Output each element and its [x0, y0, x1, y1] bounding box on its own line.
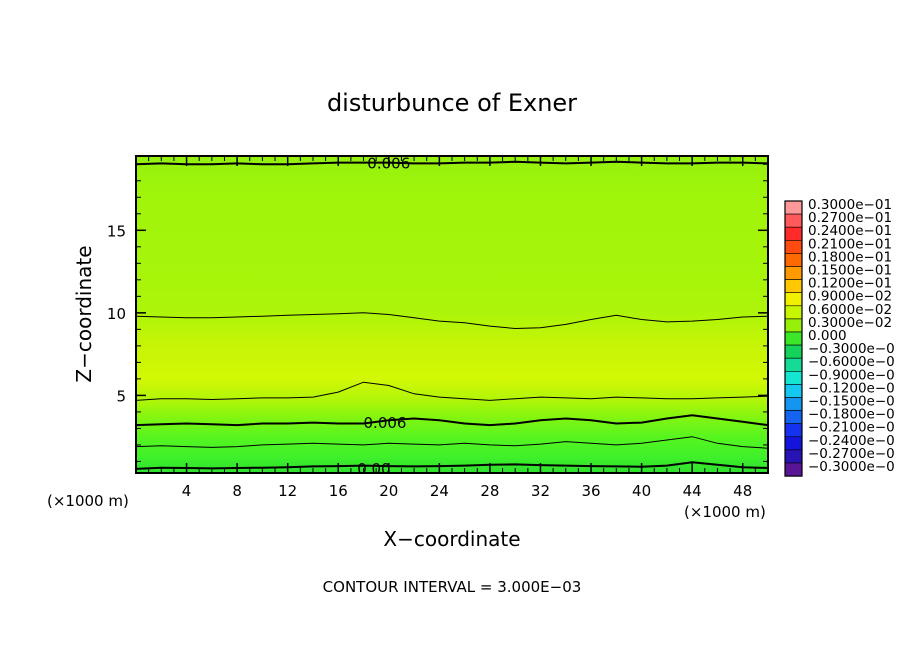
colorbar-swatch [784, 305, 803, 320]
contour-interval-note: CONTOUR INTERVAL = 3.000E−03 [323, 578, 582, 596]
y-tick-label: 15 [107, 222, 126, 240]
colorbar-swatch [784, 292, 803, 307]
x-axis-ticks: 4 8 12 16 20 24 28 32 36 40 44 48 [148, 156, 756, 500]
colorbar-label: 0.1500e−01 [808, 263, 892, 279]
colorbar-swatch [784, 370, 803, 385]
colorbar-swatch [784, 449, 803, 464]
colorbar-swatch [784, 331, 803, 346]
x-tick-label: 40 [632, 482, 651, 500]
colorbar-swatch [784, 213, 803, 228]
contour-line [136, 436, 768, 449]
colorbar-label: 0.1800e−01 [808, 249, 892, 265]
x-tick-label: 28 [480, 482, 499, 500]
contour-line [136, 414, 768, 427]
colorbar-label: −0.1800e−0 [808, 407, 895, 423]
colorbar-label: −0.3000e−0 [808, 341, 895, 357]
colorbar-swatch [784, 226, 803, 241]
colorbar-label: −0.1500e−0 [808, 394, 895, 410]
y-tick-label: 10 [107, 305, 126, 323]
contour-line [136, 160, 768, 166]
colorbar-swatch [784, 318, 803, 333]
x-unit-right: (×1000 m) [684, 503, 766, 521]
colorbar-label: −0.2700e−0 [808, 446, 895, 462]
colorbar-frame [784, 200, 803, 477]
x-tick-label: 12 [278, 482, 297, 500]
y-axis-label: Z−coordinate [72, 245, 96, 382]
colorbar-label: 0.000 [808, 328, 847, 344]
colorbar-swatch [784, 410, 803, 425]
colorbar-swatch [784, 253, 803, 267]
contour-line [136, 312, 768, 330]
colorbar-label: −0.2400e−0 [808, 433, 895, 449]
colorbar-swatch [784, 397, 803, 411]
x-tick-label: 4 [182, 482, 192, 500]
colorbar-swatch [784, 436, 803, 451]
colorbar-label: 0.2700e−01 [808, 210, 892, 226]
contour-line [136, 461, 768, 470]
colorbar-swatch [784, 279, 803, 294]
colorbar-swatch [784, 344, 803, 359]
colorbar-label: 0.3000e−02 [808, 315, 892, 331]
contour-line [136, 381, 768, 401]
x-tick-label: 16 [329, 482, 348, 500]
colorbar-label: −0.2100e−0 [808, 420, 895, 436]
x-tick-label: 44 [683, 482, 702, 500]
colorbar-swatch [784, 200, 803, 215]
colorbar-swatch [784, 462, 803, 477]
x-tick-label: 8 [232, 482, 242, 500]
contour-lines [136, 160, 768, 470]
x-tick-label: 32 [531, 482, 550, 500]
colorbar-label: 0.1200e−01 [808, 276, 892, 292]
colorbar-label: 0.9000e−02 [808, 289, 892, 305]
colorbar-swatch [784, 266, 803, 280]
colorbar-label: −0.3000e−0 [808, 459, 895, 475]
x-axis-label: X−coordinate [383, 527, 520, 551]
colorbar-swatch [784, 357, 803, 372]
contour-label: 0.00 [357, 460, 390, 478]
colorbar-swatch [784, 240, 803, 254]
colorbar-label: −0.6000e−0 [808, 354, 895, 370]
colorbar-label: 0.6000e−02 [808, 302, 892, 318]
colorbar-label: 0.2400e−01 [808, 223, 892, 239]
colorbar: 0.3000e−010.2700e−010.2400e−010.2100e−01… [784, 197, 895, 477]
contour-label: 0.006 [364, 414, 407, 432]
x-tick-label: 48 [733, 482, 752, 500]
x-tick-label: 20 [379, 482, 398, 500]
colorbar-swatch [784, 384, 803, 398]
colorbar-label: 0.3000e−01 [808, 197, 892, 213]
chart-title: disturbunce of Exner [327, 89, 577, 117]
colorbar-label: −0.9000e−0 [808, 367, 895, 383]
x-unit-left: (×1000 m) [47, 492, 129, 510]
colorbar-swatch [784, 423, 803, 438]
colorbar-label: 0.2100e−01 [808, 236, 892, 252]
colorbar-label: −0.1200e−0 [808, 380, 895, 396]
y-axis-ticks: 5 10 15 [107, 163, 768, 462]
x-tick-label: 36 [581, 482, 600, 500]
x-tick-label: 24 [430, 482, 449, 500]
y-tick-label: 5 [116, 387, 126, 405]
